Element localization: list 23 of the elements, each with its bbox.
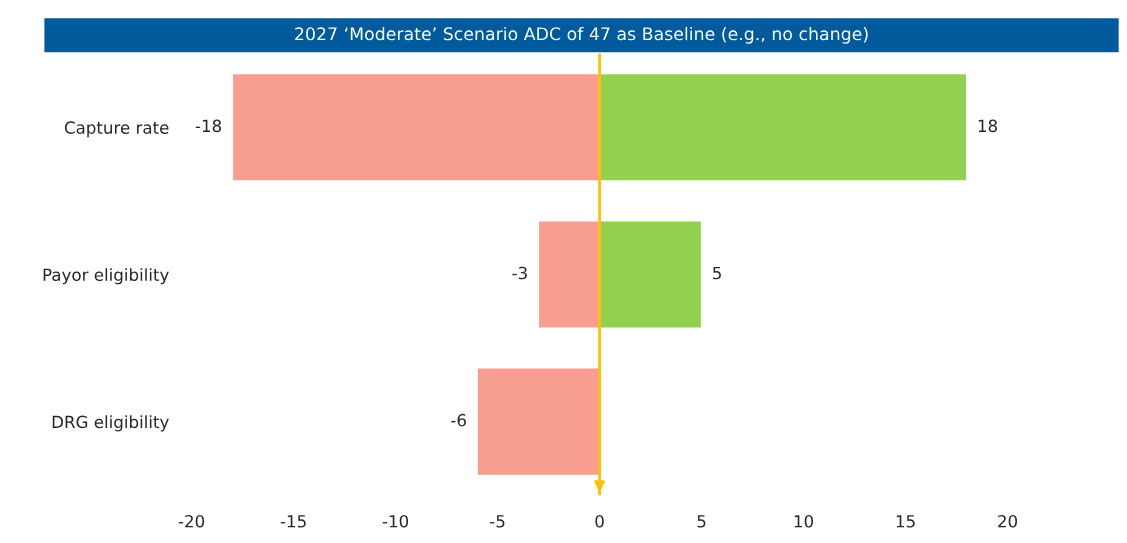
data-label: -6 xyxy=(451,413,466,427)
x-tick-label: -10 xyxy=(382,514,409,528)
x-tick-label: -20 xyxy=(178,514,205,528)
x-tick-label: 20 xyxy=(998,514,1018,528)
bar xyxy=(476,367,601,477)
x-tick-label: 10 xyxy=(794,514,814,528)
bar xyxy=(598,72,968,182)
data-label: 18 xyxy=(978,119,998,133)
bar xyxy=(537,220,601,329)
x-tick-label: 0 xyxy=(595,514,604,528)
bar xyxy=(598,220,703,329)
x-tick-label: 15 xyxy=(896,515,915,528)
data-label: -18 xyxy=(195,119,222,133)
x-tick-label: -5 xyxy=(490,515,505,528)
y-tick-label: DRG eligibility xyxy=(52,415,169,432)
y-tick-label: Payor eligibility xyxy=(43,268,169,285)
x-tick-label: 5 xyxy=(697,515,706,528)
chart-title: 2027 ‘Moderate’ Scenario ADC of 47 as Baseline (e.g., no change) xyxy=(295,26,868,44)
data-label: -3 xyxy=(512,266,527,280)
data-label: 5 xyxy=(713,266,721,280)
bar xyxy=(231,72,601,182)
x-tick-label: -15 xyxy=(280,515,306,528)
y-tick-label: Capture rate xyxy=(64,121,169,138)
